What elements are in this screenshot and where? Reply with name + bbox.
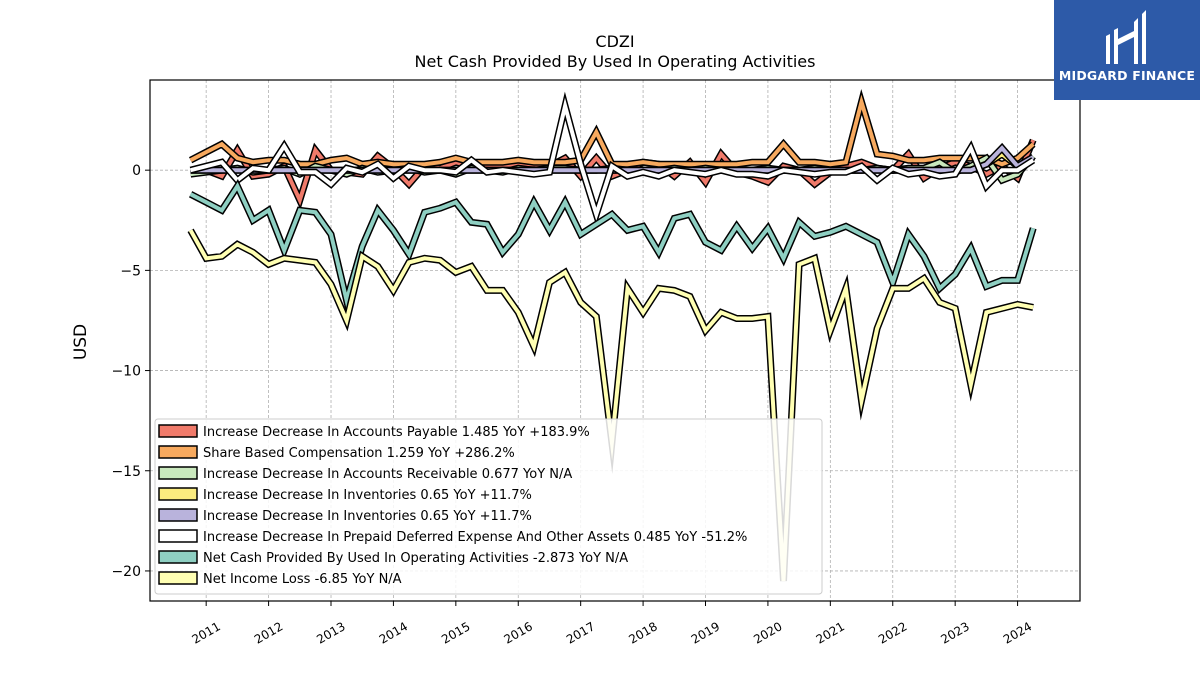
x-tick-label: 2015 xyxy=(439,619,472,646)
y-tick-label: 0 xyxy=(132,163,141,179)
legend-entry: Net Cash Provided By Used In Operating A… xyxy=(203,551,628,566)
legend: Increase Decrease In Accounts Payable 1.… xyxy=(154,418,823,595)
legend-entry: Net Income Loss -6.85 YoY N/A xyxy=(203,572,402,587)
series-line-5 xyxy=(190,97,1035,221)
x-tick-label: 2021 xyxy=(814,619,847,646)
x-tick-label: 2013 xyxy=(314,619,347,646)
legend-swatch xyxy=(158,424,198,438)
legend-swatch xyxy=(158,466,198,480)
legend-entry: Increase Decrease In Prepaid Deferred Ex… xyxy=(203,530,747,545)
legend-swatch xyxy=(158,550,198,564)
x-tick-label: 2022 xyxy=(876,619,909,646)
legend-entry: Increase Decrease In Inventories 0.65 Yo… xyxy=(203,509,532,524)
brand-mark-icon xyxy=(1106,10,1146,64)
legend-swatch xyxy=(158,445,198,459)
x-tick-label: 2020 xyxy=(751,619,784,646)
x-tick-label: 2017 xyxy=(564,619,597,646)
brand-logo: MIDGARD FINANCE xyxy=(1054,0,1200,100)
chart-title: CDZI xyxy=(595,32,634,51)
x-tick-label: 2012 xyxy=(252,619,285,646)
x-tick-label: 2024 xyxy=(1001,619,1034,646)
legend-swatch xyxy=(158,487,198,501)
x-tick-label: 2016 xyxy=(502,619,535,646)
plot-frame xyxy=(149,79,1081,602)
legend-swatch xyxy=(158,571,198,585)
x-tick-label: 2023 xyxy=(938,619,971,646)
y-tick-label: −10 xyxy=(111,364,141,380)
x-tick-label: 2014 xyxy=(377,619,410,646)
legend-entry: Increase Decrease In Accounts Payable 1.… xyxy=(203,425,590,440)
legend-entry: Increase Decrease In Accounts Receivable… xyxy=(203,467,572,482)
y-tick-label: −15 xyxy=(111,464,141,480)
y-tick-label: −20 xyxy=(111,564,141,580)
chart-subtitle: Net Cash Provided By Used In Operating A… xyxy=(415,52,816,71)
x-tick-label: 2019 xyxy=(689,619,722,646)
brand-name: MIDGARD FINANCE xyxy=(1058,68,1196,83)
legend-box xyxy=(154,418,823,595)
x-tick-label: 2018 xyxy=(626,619,659,646)
legend-swatch xyxy=(158,529,198,543)
y-axis-ticks: 0 −5 −10 −15 −20 xyxy=(111,163,150,580)
legend-entry: Increase Decrease In Inventories 0.65 Yo… xyxy=(203,488,532,503)
legend-swatch xyxy=(158,508,198,522)
y-axis-label: USD xyxy=(71,324,91,360)
legend-entry: Share Based Compensation 1.259 YoY +286.… xyxy=(203,446,515,461)
x-axis-ticks: 2011 2012 2013 2014 2015 2016 2017 2018 2019 2020… xyxy=(189,601,1034,647)
y-tick-label: −5 xyxy=(120,263,141,279)
x-tick-label: 2011 xyxy=(189,619,222,646)
series-line-6 xyxy=(189,182,1036,309)
